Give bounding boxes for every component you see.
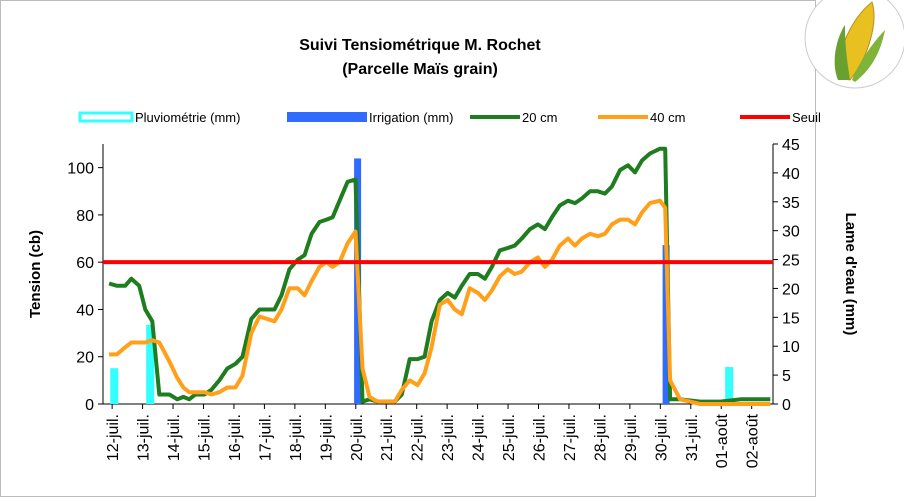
x-tick-label: 02-août — [745, 413, 762, 468]
legend-swatch — [80, 113, 132, 121]
x-tick-label: 20-juil. — [349, 414, 366, 461]
page: Suivi Tensiométrique M. Rochet (Parcelle… — [0, 0, 904, 502]
y2-tick-label: 45 — [782, 137, 800, 154]
x-tick-label: 26-juil. — [532, 414, 549, 461]
x-tick-label: 14-juil. — [166, 414, 183, 461]
x-tick-label: 12-juil. — [105, 414, 122, 461]
legend-label: 40 cm — [650, 110, 685, 125]
y2-tick-label: 0 — [782, 397, 791, 414]
x-tick-label: 23-juil. — [440, 414, 457, 461]
legend-label: 20 cm — [522, 110, 557, 125]
y2-axis-label: Lame d'eau (mm) — [842, 213, 859, 336]
x-tick-label: 13-juil. — [136, 414, 153, 461]
chart-subtitle: (Parcelle Maïs grain) — [342, 61, 498, 78]
corn-logo — [805, 0, 904, 88]
x-tick-label: 15-juil. — [197, 414, 214, 461]
y-tick-label: 60 — [76, 255, 94, 272]
legend-label: Seuil — [792, 110, 821, 125]
y2-tick-label: 10 — [782, 339, 800, 356]
x-tick-label: 22-juil. — [410, 414, 427, 461]
legend-label: Pluviométrie (mm) — [135, 110, 240, 125]
x-tick-label: 21-juil. — [379, 414, 396, 461]
x-tick-label: 19-juil. — [318, 414, 335, 461]
x-tick-label: 17-juil. — [257, 414, 274, 461]
y2-tick-label: 15 — [782, 310, 800, 327]
y2-tick-label: 25 — [782, 253, 800, 270]
x-tick-label: 27-juil. — [562, 414, 579, 461]
chart-title: Suivi Tensiométrique M. Rochet — [299, 37, 541, 54]
y2-tick-label: 5 — [782, 368, 791, 385]
y-tick-label: 20 — [76, 350, 94, 367]
x-tick-label: 30-juil. — [653, 414, 670, 461]
y2-tick-label: 30 — [782, 224, 800, 241]
y2-tick-label: 35 — [782, 195, 800, 212]
x-tick-label: 28-juil. — [592, 414, 609, 461]
y-tick-label: 80 — [76, 208, 94, 225]
x-tick-label: 16-juil. — [227, 414, 244, 461]
y2-tick-label: 20 — [782, 281, 800, 298]
y-tick-label: 100 — [67, 161, 94, 178]
y-axis-label: Tension (cb) — [27, 230, 44, 318]
x-tick-label: 01-août — [714, 413, 731, 468]
y-tick-label: 0 — [85, 397, 94, 414]
chart: Suivi Tensiométrique M. Rochet (Parcelle… — [0, 0, 904, 497]
bar — [110, 368, 118, 404]
x-tick-label: 24-juil. — [471, 414, 488, 461]
y2-tick-label: 40 — [782, 166, 800, 183]
y-tick-label: 40 — [76, 302, 94, 319]
x-tick-label: 18-juil. — [288, 414, 305, 461]
legend-label: Irrigation (mm) — [369, 110, 454, 125]
x-tick-label: 29-juil. — [623, 414, 640, 461]
x-tick-label: 31-juil. — [684, 414, 701, 461]
x-tick-label: 25-juil. — [501, 414, 518, 461]
legend-swatch — [287, 112, 367, 122]
